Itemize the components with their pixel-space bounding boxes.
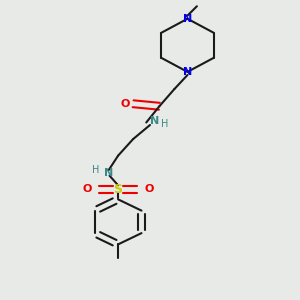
Text: S: S (114, 183, 123, 196)
Text: O: O (120, 99, 130, 109)
Text: O: O (145, 184, 154, 194)
Text: H: H (92, 165, 99, 175)
Text: N: N (104, 167, 113, 178)
Text: N: N (150, 116, 159, 126)
Text: N: N (183, 67, 192, 77)
Text: N: N (183, 14, 192, 24)
Text: H: H (161, 119, 169, 129)
Text: O: O (82, 184, 92, 194)
